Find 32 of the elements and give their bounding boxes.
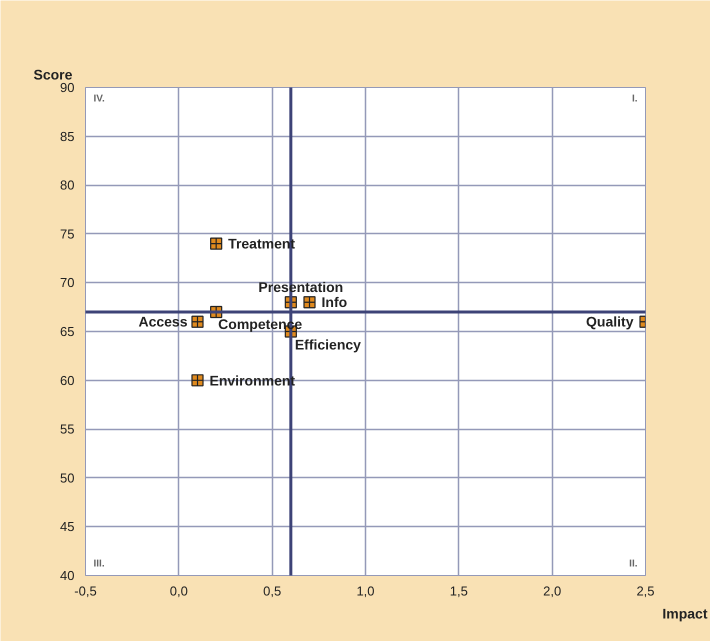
annotation: IV. (94, 94, 106, 104)
point (210, 238, 222, 250)
annotation: Access (138, 314, 188, 330)
y-axis-title: Score (34, 66, 73, 82)
x-tick-label: 1,5 (450, 584, 468, 598)
point (303, 296, 316, 308)
y-tick-label: 60 (60, 372, 75, 388)
y-tick-label: 50 (60, 470, 75, 486)
x-tick-label: 0,5 (263, 584, 282, 598)
y-tick-label: 40 (60, 568, 75, 583)
x-axis-title: Impact (662, 606, 708, 622)
y-tick-label: 80 (60, 178, 75, 193)
x-tick-label: 2,5 (636, 584, 655, 598)
y-tick-label: 90 (60, 80, 75, 95)
annotation: I. (632, 94, 638, 104)
x-tick-label: 2,0 (543, 584, 562, 598)
point (191, 374, 204, 386)
y-tick-label: 45 (60, 519, 75, 534)
y-tick-label: 75 (60, 226, 75, 242)
annotation: II. (629, 558, 638, 570)
annotation: Efficiency (294, 336, 362, 352)
point (191, 316, 204, 328)
x-tick-label: -0,5 (74, 584, 97, 598)
y-tick-label: 85 (60, 128, 75, 144)
y-tick-label: 55 (60, 422, 75, 437)
annotation: III. (94, 558, 105, 570)
y-tick-label: 65 (60, 324, 75, 339)
x-tick-label: 0,0 (170, 584, 188, 598)
annotation: Quality (586, 314, 634, 330)
y-tick-label: 70 (60, 275, 75, 290)
x-tick-label: 1,0 (356, 584, 375, 598)
annotation: Info (322, 294, 348, 310)
